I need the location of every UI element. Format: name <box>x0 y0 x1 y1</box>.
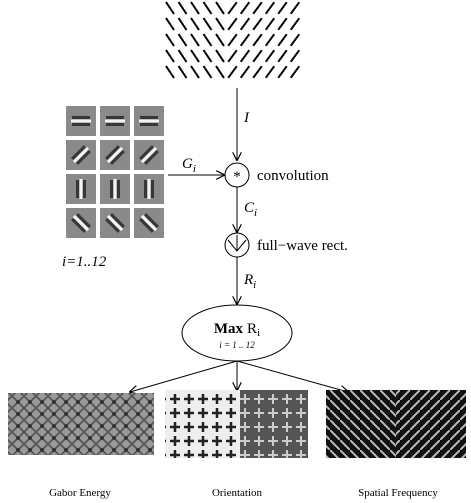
texture-element <box>263 50 277 62</box>
gabor-filter-bank <box>66 106 164 238</box>
texture-element <box>288 66 302 78</box>
gabor-filter <box>134 106 164 136</box>
texture-element <box>179 50 187 62</box>
texture-element <box>275 34 289 46</box>
texture-element <box>191 34 199 46</box>
max-range: i = 1 .. 12 <box>219 340 255 350</box>
texture-element <box>288 50 302 62</box>
gabor-filter <box>100 208 130 238</box>
texture-element <box>216 2 224 14</box>
texture-element <box>250 18 264 30</box>
texture-element <box>179 2 187 14</box>
gabor-filter <box>66 106 96 136</box>
texture-element <box>166 18 174 30</box>
texture-element <box>250 66 264 78</box>
gabor-filter <box>134 208 164 238</box>
texture-element <box>191 18 199 30</box>
gabor-filter <box>100 174 130 204</box>
texture-element <box>275 2 289 14</box>
texture-element <box>166 50 174 62</box>
texture-element <box>216 34 224 46</box>
rectification-label: full−wave rect. <box>257 238 348 254</box>
texture-element <box>204 50 212 62</box>
texture-element <box>238 2 252 14</box>
texture-element <box>250 34 264 46</box>
texture-element <box>275 50 289 62</box>
texture-element <box>191 2 199 14</box>
operator: Max <box>214 321 244 337</box>
gabor-filter <box>66 174 96 204</box>
filter-label: Gi <box>182 156 196 175</box>
output-label: Orientation <box>212 487 263 499</box>
texture-element <box>179 34 187 46</box>
spatial-frequency-map <box>326 390 466 458</box>
texture-element <box>216 66 224 78</box>
index: i <box>257 327 260 339</box>
output-label: Spatial Frequency <box>358 487 438 499</box>
texture-element <box>179 18 187 30</box>
index: i <box>253 279 256 291</box>
texture-element <box>250 50 264 62</box>
texture-element <box>204 18 212 30</box>
rectification-node <box>225 233 249 257</box>
texture-element <box>225 50 239 62</box>
texture-element <box>179 66 187 78</box>
texture-element <box>275 66 289 78</box>
index: i <box>193 163 196 175</box>
texture-element <box>263 2 277 14</box>
texture-element <box>288 18 302 30</box>
convolution-label: convolution <box>257 168 329 184</box>
gabor-filter <box>66 140 96 170</box>
texture-element <box>225 2 239 14</box>
input-label: I <box>243 110 250 126</box>
texture-element <box>166 2 174 14</box>
index: i <box>254 207 257 219</box>
texture-element <box>204 2 212 14</box>
gabor-filter <box>134 140 164 170</box>
texture-element <box>204 66 212 78</box>
orientation-map <box>165 390 308 458</box>
texture-element <box>166 66 174 78</box>
texture-element <box>238 66 252 78</box>
texture-element <box>216 50 224 62</box>
convolved-label: Ci <box>244 200 257 219</box>
texture-element <box>238 18 252 30</box>
texture-element <box>263 66 277 78</box>
rectified-label: Ri <box>243 272 256 291</box>
texture-element <box>288 34 302 46</box>
gabor-filter <box>100 106 130 136</box>
gabor-filter <box>100 140 130 170</box>
texture-element <box>204 34 212 46</box>
diagram: I Gi i=1..12 * convolution Ci full−wave … <box>0 0 471 503</box>
input-texture <box>166 2 302 78</box>
texture-element <box>263 18 277 30</box>
texture-element <box>191 66 199 78</box>
texture-element <box>225 66 239 78</box>
filter-range: i=1..12 <box>62 254 107 270</box>
texture-element <box>238 34 252 46</box>
name: R <box>247 321 257 337</box>
texture-element <box>250 2 264 14</box>
texture-element <box>225 18 239 30</box>
texture-element <box>288 2 302 14</box>
gabor-filter <box>66 208 96 238</box>
arrow <box>237 361 348 392</box>
texture-element <box>191 50 199 62</box>
texture-element <box>263 34 277 46</box>
arrow <box>130 361 237 392</box>
texture-element <box>275 18 289 30</box>
texture-element <box>238 50 252 62</box>
texture-element <box>225 34 239 46</box>
texture-element <box>216 18 224 30</box>
name: G <box>182 156 193 172</box>
gabor-energy-map <box>8 393 154 455</box>
texture-element <box>166 34 174 46</box>
output-label: Gabor Energy <box>49 487 111 499</box>
convolution-symbol: * <box>233 169 241 185</box>
name: R <box>243 272 253 288</box>
gabor-filter <box>134 174 164 204</box>
